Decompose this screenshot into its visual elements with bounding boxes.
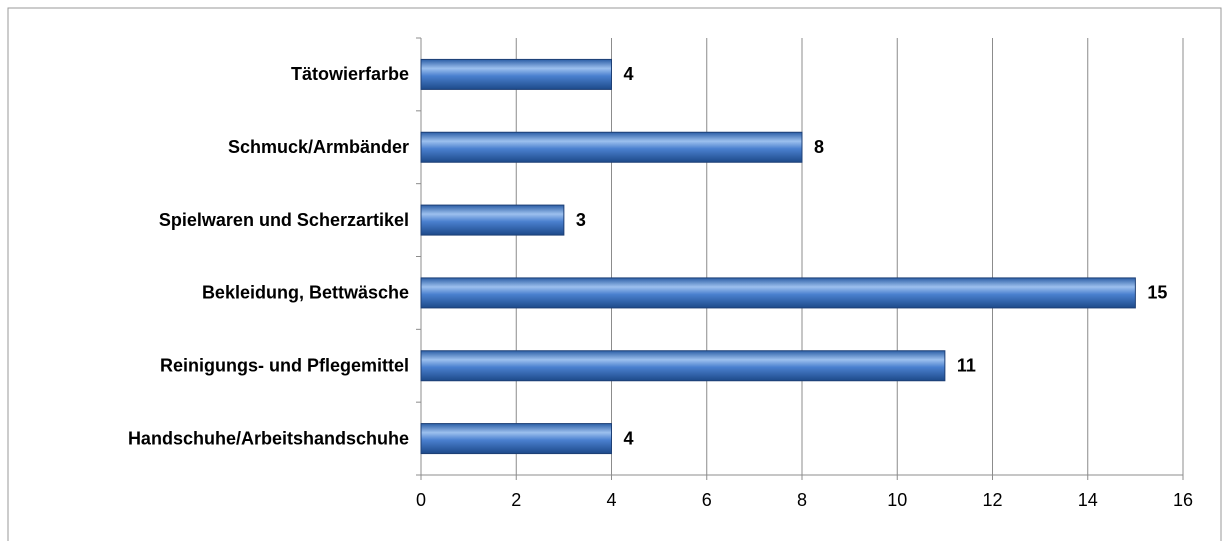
bar [420, 277, 1136, 309]
x-tick-label: 10 [887, 490, 907, 510]
bar [420, 58, 612, 90]
bar [420, 423, 612, 455]
bar [420, 350, 946, 382]
value-label: 3 [576, 210, 586, 230]
y-tick-label: Tätowierfarbe [291, 64, 409, 84]
y-tick-label: Reinigungs- und Pflegemittel [160, 356, 409, 376]
value-label: 11 [957, 356, 976, 376]
value-label: 4 [624, 64, 634, 84]
x-tick-label: 12 [982, 490, 1002, 510]
bar [420, 131, 803, 163]
x-tick-label: 2 [511, 490, 521, 510]
x-tick-label: 4 [606, 490, 616, 510]
x-tick-label: 6 [702, 490, 712, 510]
x-tick-label: 16 [1173, 490, 1193, 510]
value-label: 8 [814, 137, 824, 157]
y-tick-label: Bekleidung, Bettwäsche [202, 283, 409, 303]
x-tick-label: 14 [1078, 490, 1098, 510]
chart-border [7, 7, 1222, 541]
value-label: 4 [624, 428, 634, 448]
x-tick-label: 8 [797, 490, 807, 510]
y-tick-label: Schmuck/Armbänder [228, 137, 409, 157]
bar [420, 204, 565, 236]
value-label: 15 [1147, 283, 1167, 303]
y-tick-label: Handschuhe/Arbeitshandschuhe [128, 428, 409, 448]
y-tick-label: Spielwaren und Scherzartikel [159, 210, 409, 230]
x-tick-label: 0 [416, 490, 426, 510]
